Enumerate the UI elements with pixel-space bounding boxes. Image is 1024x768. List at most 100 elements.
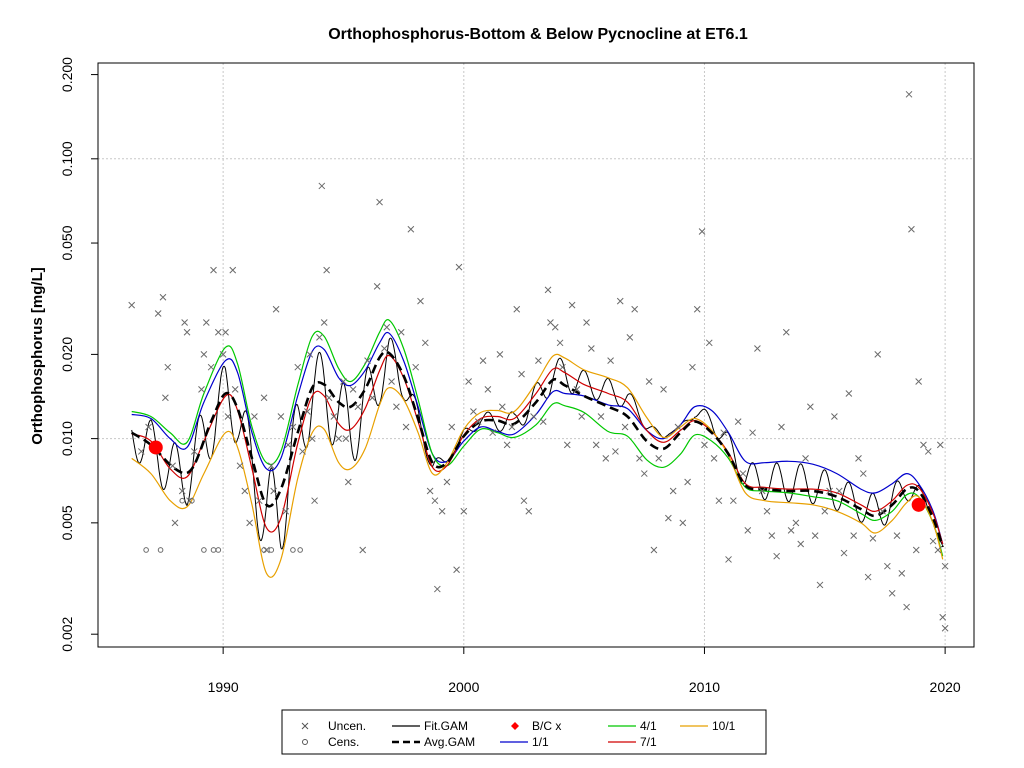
- uncensored-point: [316, 334, 323, 341]
- uncensored-point: [655, 455, 663, 462]
- censored-point: [290, 547, 296, 553]
- legend-item: Uncen.: [301, 719, 366, 733]
- uncensored-point: [715, 497, 723, 505]
- uncensored-point: [602, 455, 610, 462]
- legend-swatch: [301, 722, 309, 730]
- uncensored-point: [503, 441, 511, 449]
- uncensored-point: [879, 507, 886, 515]
- uncensored-point: [797, 540, 805, 548]
- uncensored-point: [397, 328, 405, 336]
- uncensored-point: [470, 408, 477, 415]
- uncensored-point: [426, 487, 434, 495]
- uncensored-point: [393, 403, 400, 411]
- uncensored-point: [578, 413, 586, 420]
- x-tick-label: 2000: [448, 679, 479, 695]
- uncensored-point: [241, 487, 249, 495]
- uncensored-point: [381, 345, 388, 352]
- uncensored-point: [811, 532, 819, 540]
- uncensored-point: [311, 497, 318, 505]
- uncensored-point: [236, 462, 244, 470]
- uncensored-point: [513, 305, 521, 313]
- uncensored-point: [219, 351, 227, 358]
- uncensored-point: [359, 546, 367, 554]
- uncensored-point: [145, 423, 152, 431]
- uncensored-point: [941, 562, 949, 570]
- x-tick-label: 2010: [689, 679, 720, 695]
- uncensored-point: [787, 527, 795, 534]
- uncensored-point: [631, 305, 639, 313]
- censored-point: [268, 547, 275, 553]
- legend-item: Fit.GAM: [392, 719, 468, 733]
- uncensored-point: [645, 378, 653, 385]
- uncensored-point: [816, 581, 824, 589]
- uncensored-point: [270, 487, 278, 495]
- uncensored-point: [729, 497, 737, 505]
- uncensored-point: [320, 319, 328, 326]
- uncensored-point: [489, 429, 497, 437]
- uncensored-point: [255, 497, 263, 505]
- uncensored-point: [831, 413, 838, 420]
- uncensored-point: [214, 328, 222, 336]
- uncensored-point: [556, 339, 564, 347]
- y-tick-label: 0.020: [59, 337, 75, 372]
- uncensored-point: [308, 435, 316, 442]
- uncensored-point: [626, 334, 634, 341]
- uncensored-point: [162, 394, 169, 402]
- y-axis-label: Orthophosphorus [mg/L]: [29, 267, 46, 444]
- y-tick-label: 0.050: [59, 225, 75, 260]
- uncensored-point: [884, 562, 891, 570]
- uncensored-point: [349, 385, 357, 393]
- uncensored-point: [592, 441, 600, 449]
- uncensored-point: [898, 569, 906, 577]
- uncensored-point: [650, 546, 658, 554]
- uncensored-point: [840, 549, 848, 557]
- uncensored-point: [939, 613, 947, 621]
- legend-item: Cens.: [302, 735, 359, 749]
- uncensored-point: [260, 394, 268, 402]
- uncensored-point: [855, 455, 862, 462]
- baseline-current-marker: [148, 440, 163, 455]
- censored-point: [210, 547, 217, 553]
- legend-item: 4/1: [608, 719, 657, 733]
- uncensored-point: [845, 390, 853, 397]
- uncensored-point: [559, 363, 566, 371]
- uncensored-point: [908, 225, 915, 233]
- uncensored-point: [941, 624, 949, 632]
- uncensored-point: [289, 423, 297, 431]
- censored-point: [215, 547, 222, 553]
- legend-label: B/C x: [532, 719, 561, 733]
- uncensored-point: [200, 351, 208, 358]
- uncensored-point: [335, 435, 343, 442]
- uncensored-point: [621, 423, 629, 431]
- uncensored-point: [443, 478, 451, 486]
- uncensored-point: [282, 507, 290, 515]
- uncensored-point: [573, 385, 581, 393]
- uncensored-point: [587, 345, 595, 352]
- uncensored-point: [544, 286, 552, 294]
- series-line-1-1: [131, 331, 944, 545]
- plot-frame: [97, 62, 975, 648]
- y-tick-label: 0.200: [59, 57, 75, 92]
- uncensored-point: [169, 462, 176, 470]
- uncensored-point: [190, 448, 198, 455]
- baseline-current-marker: [911, 497, 926, 512]
- uncensored-point: [773, 552, 781, 560]
- uncensored-point: [318, 182, 326, 190]
- uncensored-point: [181, 319, 188, 326]
- uncensored-point: [207, 363, 215, 371]
- uncensored-point: [763, 507, 771, 515]
- uncensored-point: [749, 429, 756, 437]
- uncensored-point: [792, 519, 800, 527]
- uncensored-point: [364, 357, 371, 364]
- uncensored-point: [725, 556, 732, 563]
- uncensored-point: [306, 351, 314, 358]
- uncensored-point: [905, 90, 913, 98]
- uncensored-point: [835, 487, 843, 495]
- uncensored-point: [684, 478, 691, 486]
- uncensored-point: [417, 297, 424, 305]
- uncensored-point: [183, 328, 191, 336]
- uncensored-point: [679, 519, 687, 527]
- uncensored-point: [128, 301, 136, 309]
- uncensored-point: [826, 487, 833, 495]
- uncensored-point: [530, 413, 537, 420]
